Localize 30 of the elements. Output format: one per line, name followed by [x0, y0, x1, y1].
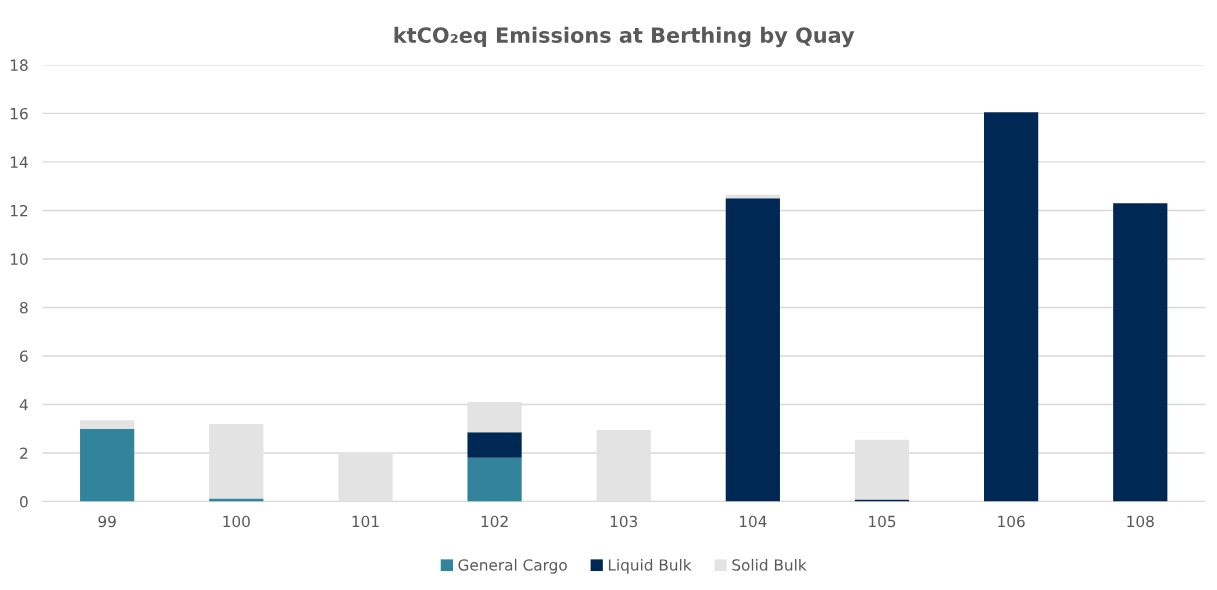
x-tick-label: 102 — [481, 515, 508, 528]
bar — [984, 112, 1039, 502]
y-tick-label: 4 — [19, 399, 28, 411]
y-tick-label: 16 — [10, 107, 28, 120]
y-tick-label: 0 — [19, 495, 28, 508]
legend-label: Solid Bulk — [732, 558, 807, 571]
y-tick-label: 8 — [20, 301, 28, 314]
y-tick-label: 6 — [20, 350, 28, 362]
bar — [725, 198, 780, 502]
chart-title: ktCO₂eq Emissions at Berthing by Quay — [394, 26, 855, 48]
x-tick-label: 105 — [869, 515, 896, 528]
x-tick-label: 101 — [352, 515, 379, 528]
y-tick-label: 12 — [10, 204, 28, 217]
legend-label: Liquid Bulk — [608, 558, 692, 574]
x-tick-label: 104 — [739, 515, 767, 528]
x-tick-label: 103 — [610, 515, 638, 528]
x-tick-label: 99 — [98, 515, 116, 528]
bar — [80, 428, 135, 502]
legend-label: General Cargo — [458, 558, 567, 574]
x-tick-label: 100 — [223, 515, 250, 528]
y-tick-label: 18 — [10, 59, 28, 71]
y-tick-label: 2 — [20, 447, 28, 459]
x-tick-label: 106 — [998, 515, 1025, 528]
bar — [1113, 203, 1168, 502]
x-tick-label: 108 — [1127, 515, 1154, 528]
y-tick-label: 10 — [10, 253, 28, 265]
bar — [467, 432, 522, 458]
y-tick-label: 14 — [10, 156, 28, 168]
bar — [467, 457, 522, 502]
bar — [80, 420, 135, 429]
